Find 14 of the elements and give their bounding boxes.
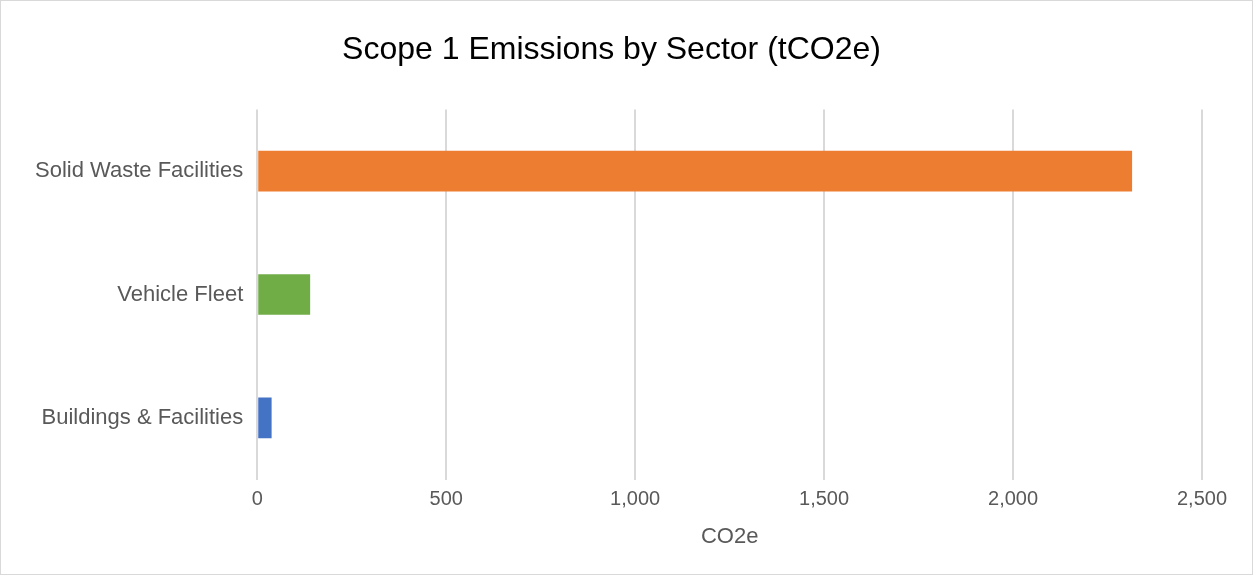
x-tick-label: 2,500	[1176, 487, 1228, 510]
x-tick-label: 1,500	[799, 487, 850, 510]
bar	[258, 397, 272, 439]
chart-title: Scope 1 Emissions by Sector (tCO2e)	[342, 30, 881, 67]
y-tick-label: Vehicle Fleet	[117, 280, 244, 306]
x-tick-label: 0	[251, 487, 263, 510]
y-tick-label: Solid Waste Facilities	[35, 157, 244, 183]
x-tick-label: 500	[429, 487, 463, 510]
x-tick-label: 1,000	[610, 487, 661, 510]
x-axis-title: CO2e	[700, 522, 759, 548]
x-tick-label: 2,000	[988, 487, 1039, 510]
bar	[258, 274, 311, 315]
y-tick-label: Buildings & Facilities	[41, 403, 244, 429]
bar	[258, 150, 1133, 192]
